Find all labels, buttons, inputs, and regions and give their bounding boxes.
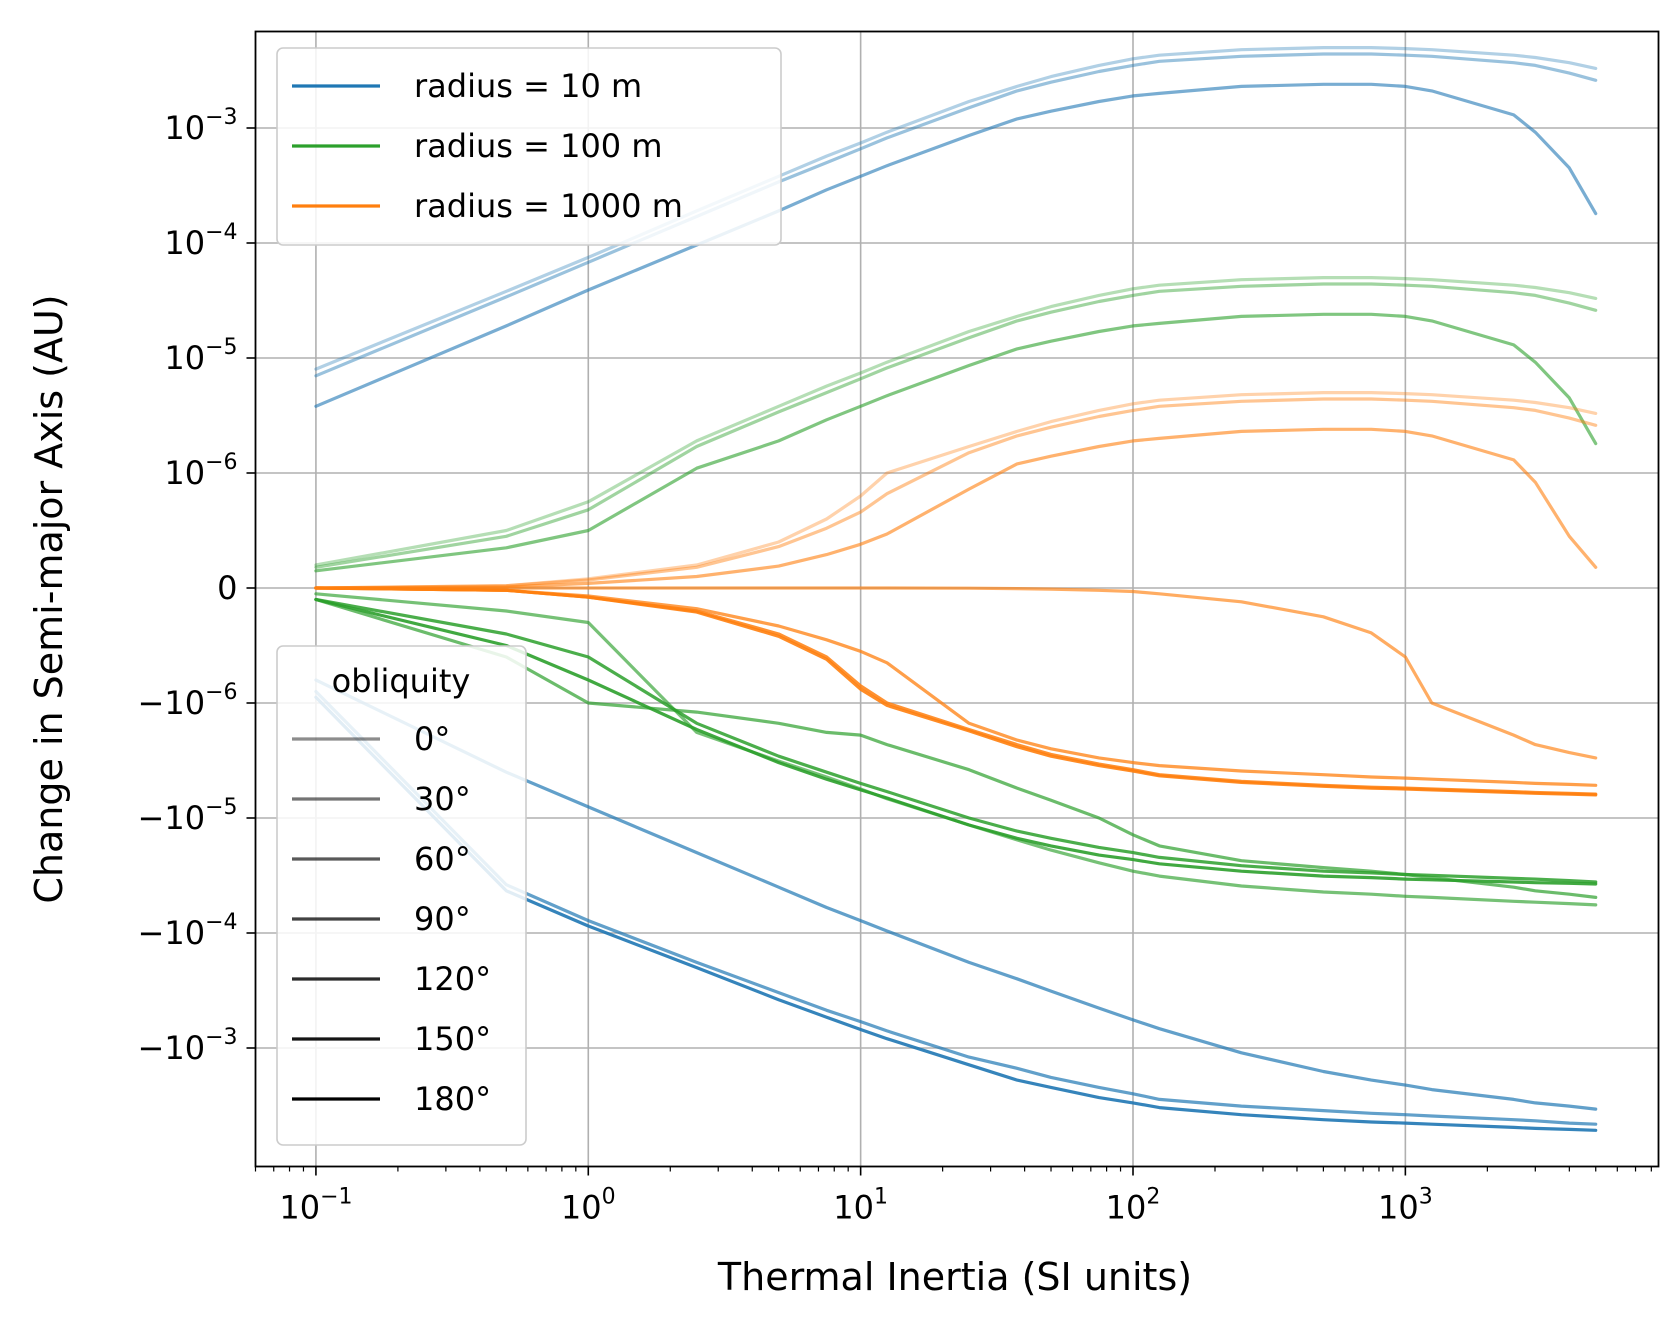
y-tick-base: −10: [138, 799, 206, 837]
y-tick-label: −10−6: [138, 680, 238, 722]
x-tick-label: 10−1: [279, 1185, 352, 1227]
legend-radius-label: radius = 1000 m: [414, 187, 683, 225]
legend-obliquity-box: [276, 645, 527, 1146]
y-tick-label: −10−4: [138, 910, 238, 952]
x-tick-base: 10: [1106, 1189, 1147, 1227]
x-tick-exponent: 3: [1419, 1185, 1433, 1210]
series-line-11: [314, 597, 1598, 884]
x-axis-ticks: 10−1 100 101 102 103: [254, 1166, 1652, 1227]
y-tick-base: 10: [164, 109, 205, 147]
legend-obliquity-label: 90°: [414, 900, 471, 938]
x-tick-exponent: 2: [1146, 1185, 1160, 1210]
x-tick-label: 103: [1378, 1185, 1433, 1227]
y-axis-label: Change in Semi-major Axis (AU): [27, 294, 71, 903]
y-tick-base: −10: [138, 1029, 206, 1067]
x-tick-base: 10: [833, 1189, 874, 1227]
y-axis-ticks: 10−310−410−510−60−10−6−10−5−10−4−10−3: [138, 105, 256, 1067]
y-tick-label: 0: [217, 569, 237, 607]
y-tick-exponent: −5: [205, 795, 237, 820]
legend-radius-label: radius = 10 m: [414, 67, 642, 105]
series-line-5: [314, 695, 1598, 1132]
x-tick-base: 10: [561, 1189, 602, 1227]
y-tick-label: 10−4: [164, 220, 237, 262]
y-tick-base: 10: [164, 339, 205, 377]
series-line-17: [314, 586, 1598, 787]
series-lines: [314, 45, 1598, 1132]
x-tick-base: 10: [1378, 1189, 1419, 1227]
legend-obliquity-label: 60°: [414, 840, 471, 878]
y-tick-label: −10−3: [138, 1025, 238, 1067]
legend-obliquity-label: 0°: [414, 720, 450, 758]
y-tick-exponent: −6: [205, 450, 237, 475]
y-tick-exponent: −3: [205, 105, 237, 130]
legend-obliquity-label: 120°: [414, 960, 491, 998]
series-line-6: [314, 276, 1598, 567]
series-line-15: [314, 427, 1598, 590]
y-tick-base: −10: [138, 684, 206, 722]
legend-radius-box: [276, 47, 782, 246]
legend-obliquity-label: 30°: [414, 780, 471, 818]
legend-radius-label: radius = 100 m: [414, 127, 663, 165]
legend-obliquity: obliquity 0° 30° 60° 90° 120° 150° 180°: [276, 645, 527, 1146]
series-line-14: [314, 397, 1598, 590]
y-tick-exponent: −3: [205, 1025, 237, 1050]
legend-radius: radius = 10 m radius = 100 m radius = 1000…: [276, 47, 782, 246]
y-tick-exponent: −4: [205, 220, 237, 245]
x-tick-exponent: 0: [602, 1185, 616, 1210]
series-line-19: [314, 586, 1598, 797]
legend-obliquity-title: obliquity: [332, 662, 471, 700]
series-line-3: [314, 678, 1598, 1111]
series-line-8: [314, 312, 1598, 573]
y-tick-base: 0: [217, 569, 237, 607]
x-tick-exponent: 1: [874, 1185, 888, 1210]
y-tick-base: 10: [164, 224, 205, 262]
x-tick-base: 10: [279, 1189, 320, 1227]
y-tick-label: 10−5: [164, 335, 237, 377]
y-tick-base: −10: [138, 914, 206, 952]
x-tick-exponent: −1: [320, 1185, 352, 1210]
y-tick-exponent: −5: [205, 335, 237, 360]
x-axis-label: Thermal Inertia (SI units): [717, 1255, 1192, 1299]
legend-obliquity-label: 180°: [414, 1080, 491, 1118]
legend-obliquity-label: 150°: [414, 1020, 491, 1058]
x-tick-label: 102: [1106, 1185, 1161, 1227]
y-tick-label: −10−5: [138, 795, 238, 837]
y-tick-exponent: −4: [205, 910, 237, 935]
y-tick-label: 10−6: [164, 450, 237, 492]
series-line-7: [314, 282, 1598, 569]
x-tick-label: 100: [561, 1185, 616, 1227]
series-line-12: [314, 597, 1598, 886]
series-line-4: [314, 689, 1598, 1126]
plot-frame: [254, 30, 1660, 1168]
y-tick-base: 10: [164, 454, 205, 492]
series-line-13: [314, 391, 1598, 590]
series-line-16: [314, 586, 1598, 760]
y-tick-label: 10−3: [164, 105, 237, 147]
y-tick-exponent: −6: [205, 680, 237, 705]
x-tick-label: 101: [833, 1185, 888, 1227]
